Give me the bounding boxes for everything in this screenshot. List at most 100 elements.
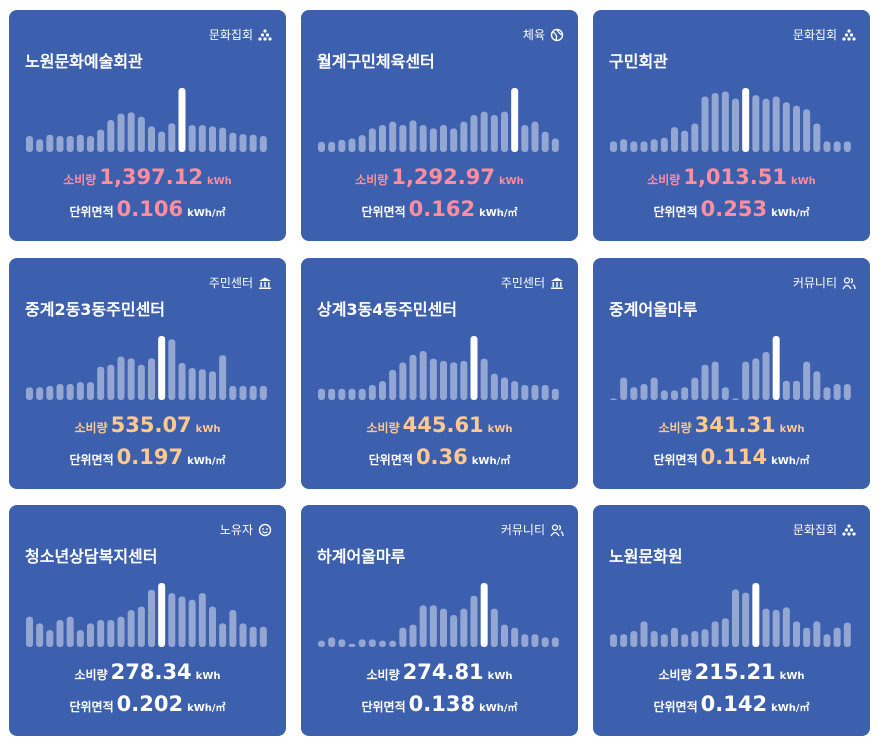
usage-label: 소비량 bbox=[658, 421, 692, 435]
bar bbox=[107, 620, 115, 647]
usage-line: 소비량 1,013.51 kWh bbox=[593, 165, 870, 189]
bar bbox=[610, 398, 617, 400]
bar bbox=[511, 381, 519, 400]
bar bbox=[379, 125, 386, 152]
area-label: 단위면적 bbox=[69, 453, 114, 467]
bar bbox=[107, 364, 115, 400]
bar bbox=[249, 134, 257, 152]
category-label: 커뮤니티 bbox=[792, 276, 837, 290]
usage-unit: kWh bbox=[790, 176, 816, 187]
bar bbox=[691, 377, 699, 400]
usage-label: 소비량 bbox=[355, 173, 389, 187]
bar bbox=[701, 629, 709, 647]
bar bbox=[46, 134, 54, 152]
area-label: 단위면적 bbox=[653, 453, 698, 467]
bar bbox=[782, 607, 790, 647]
bar bbox=[419, 605, 427, 647]
bar bbox=[541, 131, 549, 152]
area-unit: kWh/㎡ bbox=[771, 456, 810, 467]
bar bbox=[511, 627, 519, 647]
bar bbox=[833, 141, 841, 152]
bar bbox=[338, 139, 346, 152]
bar bbox=[551, 138, 559, 152]
bar bbox=[440, 360, 447, 400]
bar bbox=[219, 127, 227, 152]
bar bbox=[178, 596, 186, 647]
card-title: 청소년상담복지센터 bbox=[25, 547, 158, 566]
bar bbox=[650, 631, 658, 647]
area-label: 단위면적 bbox=[69, 205, 114, 219]
card-title: 하계어울마루 bbox=[317, 547, 406, 566]
bar bbox=[26, 616, 33, 647]
bar bbox=[440, 608, 447, 647]
usage-line: 소비량 1,397.12 kWh bbox=[9, 165, 286, 189]
usage-label: 소비량 bbox=[366, 421, 400, 435]
bar bbox=[480, 111, 488, 152]
sparkline bbox=[318, 336, 559, 400]
bar bbox=[803, 627, 811, 647]
bar bbox=[762, 352, 770, 400]
bar bbox=[117, 113, 125, 152]
category-label: 노유자 bbox=[219, 523, 253, 537]
bar bbox=[318, 640, 325, 647]
category: 주민센터 bbox=[501, 274, 564, 291]
area-line: 단위면적 0.138 kWh/㎡ bbox=[301, 692, 578, 716]
bar bbox=[97, 366, 105, 400]
bar bbox=[531, 384, 539, 400]
bar bbox=[348, 138, 356, 152]
usage-line: 소비량 215.21 kWh bbox=[593, 660, 870, 684]
bar bbox=[328, 388, 336, 400]
area-label: 단위면적 bbox=[69, 700, 114, 714]
sparkline bbox=[610, 336, 851, 400]
bar bbox=[389, 640, 397, 647]
bar bbox=[368, 384, 376, 400]
usage-value: 1,292.97 bbox=[391, 165, 495, 189]
card-title: 중계어울마루 bbox=[609, 300, 698, 319]
bar bbox=[793, 621, 800, 647]
bar bbox=[239, 134, 247, 152]
bar bbox=[56, 384, 64, 400]
usage-label: 소비량 bbox=[74, 668, 108, 682]
category-label: 문화집회 bbox=[792, 523, 837, 537]
bar bbox=[117, 616, 125, 647]
bar bbox=[198, 125, 206, 152]
sparkline bbox=[26, 583, 267, 647]
bar bbox=[259, 385, 267, 400]
bar bbox=[419, 125, 427, 152]
bar bbox=[429, 358, 437, 400]
bar bbox=[833, 384, 841, 400]
bar bbox=[198, 593, 206, 647]
bar bbox=[87, 623, 94, 647]
bar bbox=[610, 141, 617, 152]
usage-value: 278.34 bbox=[110, 660, 192, 684]
bar bbox=[620, 377, 628, 400]
bar bbox=[480, 358, 488, 400]
bar bbox=[752, 358, 760, 400]
bar bbox=[681, 634, 689, 647]
bar bbox=[501, 377, 508, 400]
bar bbox=[137, 606, 145, 647]
category-icon bbox=[258, 28, 272, 41]
bar bbox=[259, 136, 267, 152]
bar bbox=[813, 621, 821, 647]
bar bbox=[87, 136, 94, 152]
bar bbox=[399, 362, 407, 400]
bar bbox=[46, 385, 54, 400]
bar bbox=[531, 121, 539, 152]
bar bbox=[137, 364, 145, 400]
bar bbox=[660, 634, 668, 647]
bar bbox=[368, 128, 376, 152]
area-label: 단위면적 bbox=[361, 205, 406, 219]
bar bbox=[318, 388, 325, 400]
usage-value: 535.07 bbox=[110, 413, 192, 437]
bar bbox=[630, 141, 638, 152]
area-value: 0.197 bbox=[116, 445, 184, 469]
category-label: 주민센터 bbox=[500, 276, 545, 290]
bar bbox=[36, 623, 44, 647]
bar bbox=[711, 361, 719, 400]
bar bbox=[793, 105, 800, 152]
bar bbox=[521, 634, 529, 647]
bar bbox=[732, 589, 739, 647]
bar bbox=[843, 622, 851, 647]
